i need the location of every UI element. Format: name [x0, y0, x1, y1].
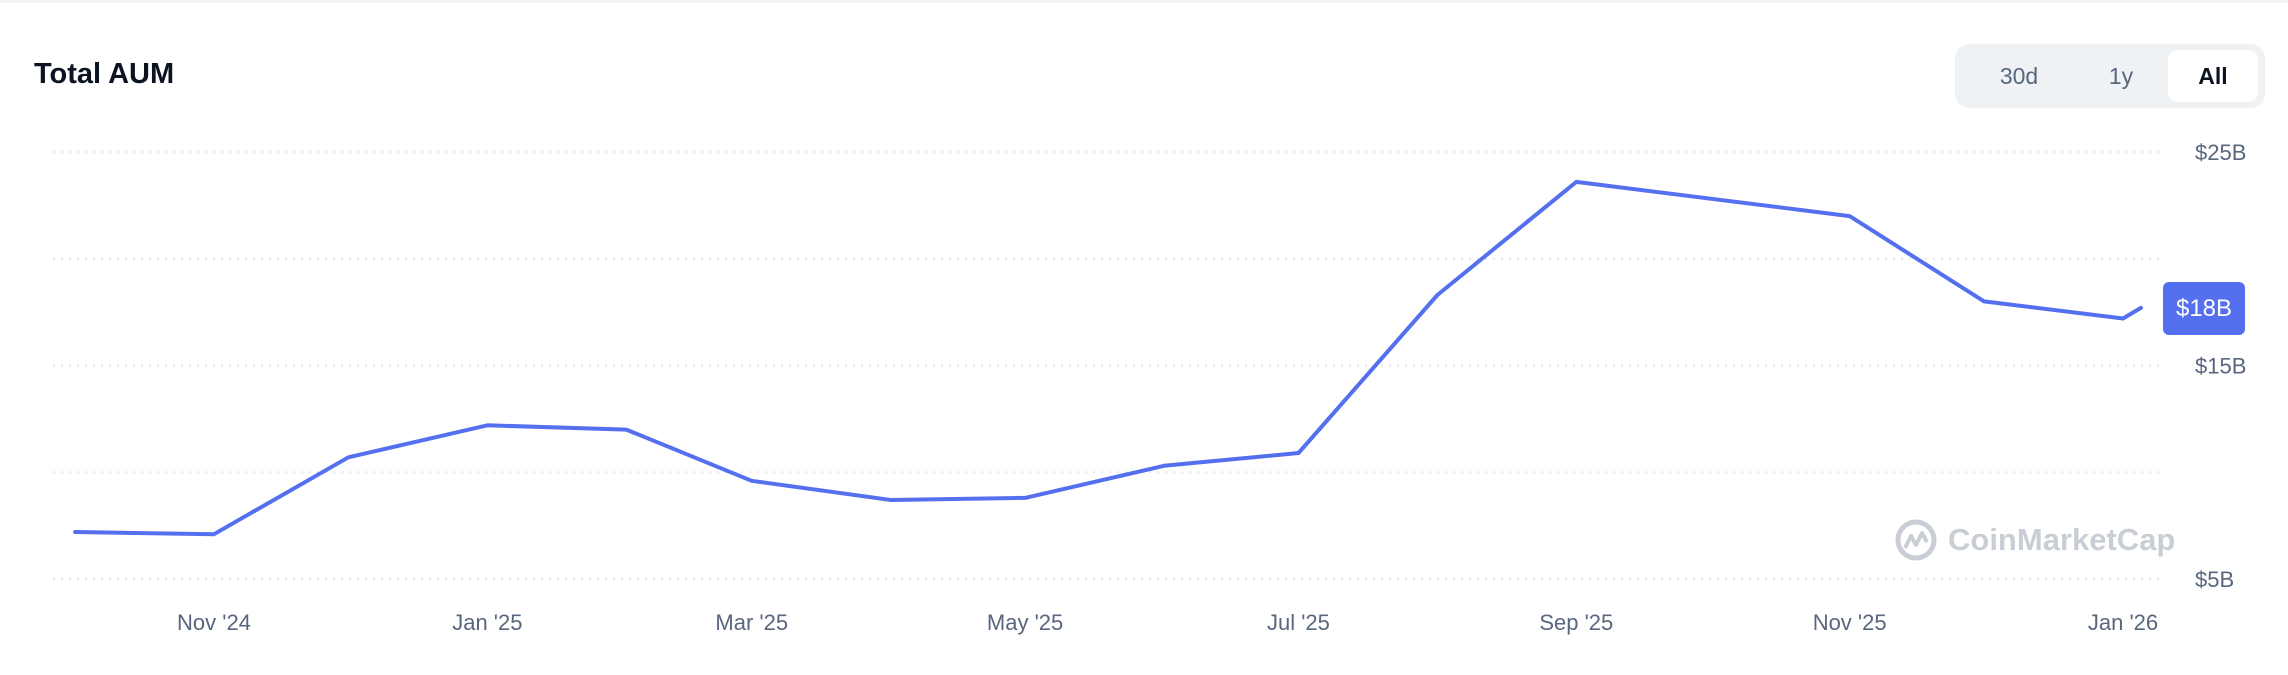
- x-tick-label: Nov '25: [1813, 610, 1887, 635]
- current-value-badge: $18B: [2163, 282, 2245, 335]
- coinmarketcap-watermark: CoinMarketCap: [1894, 518, 2175, 562]
- x-tick-label: Jan '26: [2088, 610, 2158, 635]
- range-1y-button[interactable]: 1y: [2108, 63, 2134, 89]
- x-tick-label: Sep '25: [1539, 610, 1613, 635]
- x-tick-label: Nov '24: [177, 610, 251, 635]
- chart-title: Total AUM: [34, 58, 175, 90]
- x-tick-label: May '25: [987, 610, 1063, 635]
- watermark-text: CoinMarketCap: [1948, 522, 2176, 557]
- aum-series-line: [73, 179, 2143, 537]
- range-30d-button[interactable]: 30d: [1999, 63, 2039, 89]
- range-all-button[interactable]: All: [2168, 50, 2258, 102]
- coinmarketcap-logo-icon: [1895, 519, 1937, 561]
- range-toggle: 30d 1y All: [1955, 44, 2265, 108]
- y-tick-label: $5B: [2195, 567, 2234, 592]
- top-divider: [0, 0, 2288, 3]
- x-tick-label: Jan '25: [452, 610, 522, 635]
- x-tick-label: Mar '25: [715, 610, 788, 635]
- x-tick-label: Jul '25: [1267, 610, 1330, 635]
- y-tick-label: $25B: [2195, 140, 2246, 165]
- y-tick-label: $15B: [2195, 354, 2246, 379]
